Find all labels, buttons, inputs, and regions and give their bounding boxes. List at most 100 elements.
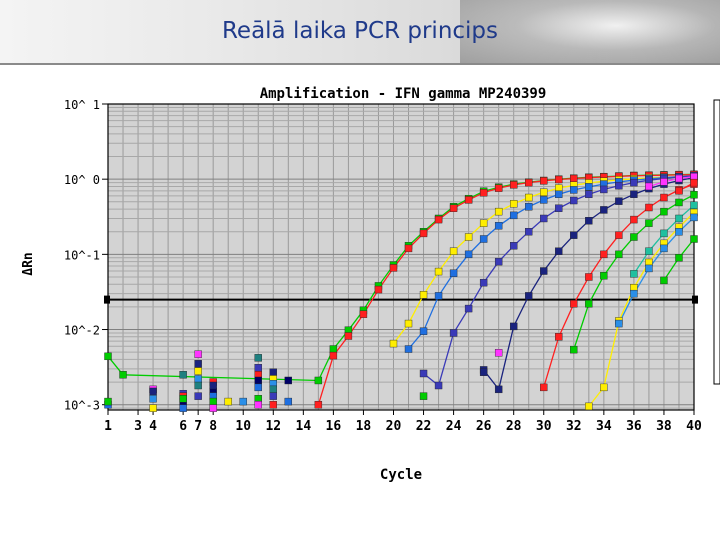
data-point-marker: [525, 178, 533, 187]
baseline-noise-marker: [149, 387, 157, 396]
data-point-marker: [434, 292, 443, 300]
data-point-marker: [404, 244, 413, 253]
x-tick-label: 18: [356, 419, 372, 434]
data-point-marker: [525, 228, 533, 236]
x-tick-label: 12: [265, 419, 281, 434]
y-axis-label: ΔRn: [21, 252, 36, 275]
data-point-marker: [690, 235, 698, 243]
data-point-marker: [540, 196, 548, 204]
data-point-marker: [479, 189, 488, 197]
legend-panel-edge: [713, 99, 720, 385]
baseline-noise-marker: [494, 349, 503, 357]
data-point-marker: [675, 254, 683, 262]
data-point-marker: [359, 310, 368, 318]
baseline-noise-marker: [209, 397, 217, 406]
data-point-marker: [585, 300, 593, 308]
data-point-marker: [570, 300, 578, 308]
x-tick-label: 10: [235, 419, 251, 434]
baseline-noise-marker: [269, 385, 277, 394]
data-point-marker: [540, 267, 548, 275]
data-point-marker: [555, 204, 563, 212]
data-point-marker: [419, 369, 428, 378]
data-point-marker: [630, 190, 638, 198]
data-point-marker: [690, 191, 698, 199]
data-point-marker: [585, 217, 593, 225]
data-point-marker: [494, 207, 503, 216]
data-point-marker: [660, 229, 668, 238]
amplification-chart: Amplification - IFN gamma MP240399 ΔRn C…: [14, 70, 720, 486]
data-point-marker: [374, 285, 383, 294]
data-point-marker: [600, 271, 608, 280]
y-tick-label: 10^-1: [64, 248, 100, 262]
data-point-marker: [464, 304, 473, 313]
x-tick-label: 24: [446, 419, 462, 434]
header-band: [0, 0, 720, 64]
data-point-marker: [494, 257, 503, 266]
data-point-marker: [419, 327, 428, 335]
data-point-marker: [615, 319, 623, 328]
baseline-noise-marker: [269, 400, 277, 409]
baseline-noise-marker: [194, 360, 202, 368]
data-point-marker: [434, 267, 443, 276]
baseline-noise-marker: [254, 376, 262, 385]
x-axis-label: Cycle: [380, 467, 422, 483]
data-point-marker: [540, 383, 548, 392]
baseline-noise-marker: [224, 397, 232, 406]
data-point-marker: [570, 231, 578, 239]
data-point-marker: [645, 247, 653, 255]
data-point-marker: [615, 197, 623, 205]
data-point-marker: [585, 190, 593, 198]
data-point-marker: [344, 332, 353, 340]
plot-border: [107, 103, 695, 411]
data-point-marker: [509, 242, 518, 250]
data-point-marker: [464, 250, 473, 259]
data-point-marker: [464, 233, 473, 241]
data-point-marker: [615, 231, 623, 239]
data-point-marker: [419, 291, 428, 299]
baseline-noise-marker: [254, 400, 262, 409]
y-tick-label: 10^ 0: [64, 173, 100, 187]
data-point-marker: [630, 233, 638, 241]
data-point-marker: [585, 402, 593, 411]
y-tick-label: 10^-3: [64, 399, 100, 413]
baseline-noise-marker: [194, 367, 202, 375]
data-point-marker: [119, 371, 127, 379]
data-point-marker: [329, 345, 338, 353]
baseline-noise-marker: [284, 376, 293, 385]
data-point-marker: [104, 352, 112, 361]
data-point-marker: [494, 184, 503, 192]
data-point-marker: [314, 376, 323, 385]
data-point-marker: [509, 322, 518, 331]
data-point-marker: [630, 215, 638, 224]
data-point-marker: [555, 175, 563, 184]
data-point-marker: [555, 333, 563, 341]
data-point-marker: [660, 244, 668, 253]
x-tick-label: 7: [194, 419, 202, 434]
data-point-marker: [630, 178, 638, 187]
data-point-marker: [434, 381, 443, 390]
baseline-noise-marker: [254, 354, 262, 362]
x-tick-label: 28: [506, 419, 522, 434]
data-point-marker: [630, 289, 638, 298]
x-tick-label: 22: [416, 419, 432, 434]
data-point-marker: [314, 400, 323, 409]
data-point-marker: [525, 203, 533, 211]
data-point-marker: [675, 198, 683, 207]
amplification-plot: Amplification - IFN gamma MP240399 ΔRn C…: [21, 86, 720, 483]
data-point-marker: [555, 247, 563, 255]
baseline-noise-marker: [194, 350, 202, 358]
x-tick-label: 30: [536, 419, 552, 434]
data-point-marker: [645, 182, 653, 191]
baseline-noise-marker: [269, 392, 277, 400]
x-tick-label: 40: [686, 419, 702, 434]
x-tick-label: 36: [626, 419, 642, 434]
baseline-noise-marker: [149, 395, 157, 403]
data-point-marker: [389, 339, 398, 348]
x-tick-label: 32: [566, 419, 582, 434]
data-point-marker: [645, 176, 653, 184]
data-point-marker: [645, 203, 653, 212]
data-point-marker: [660, 276, 668, 285]
baseline-noise-marker: [479, 368, 488, 376]
chart-title: Amplification - IFN gamma MP240399: [260, 86, 547, 102]
data-point-marker: [600, 185, 608, 194]
